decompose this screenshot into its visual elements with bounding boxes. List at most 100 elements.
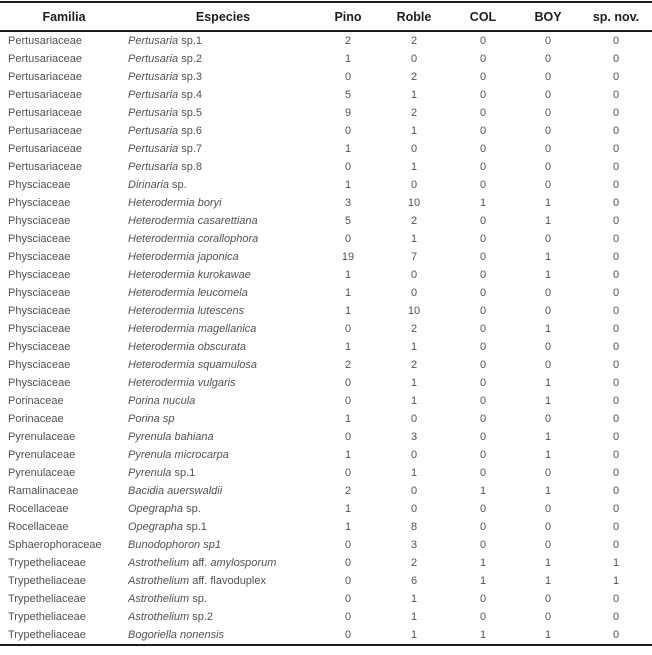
especies-cell: Pertusaria sp.3 xyxy=(128,68,318,86)
table-row: Pertusariaceae Pertusaria sp.6 0 1 0 0 0 xyxy=(0,122,652,140)
spnov-count-cell: 0 xyxy=(612,251,620,263)
especies-cell: Heterodermia magellanica xyxy=(128,320,318,338)
species-name-italic: Heterodermia corallophora xyxy=(128,233,259,245)
species-name-italic: Astrothelium xyxy=(128,557,190,569)
species-qualifier: sp.4 xyxy=(178,89,202,101)
pino-count-cell: 0 xyxy=(344,611,352,623)
spnov-count-cell: 0 xyxy=(612,71,620,83)
spnov-count-cell: 0 xyxy=(612,539,620,551)
pino-count-cell: 0 xyxy=(344,467,352,479)
roble-count-cell: 0 xyxy=(410,287,418,299)
table-row: Pertusariaceae Pertusaria sp.1 2 2 0 0 0 xyxy=(0,31,652,50)
col-count-cell: 0 xyxy=(479,377,487,389)
especies-cell: Heterodermia boryi xyxy=(128,194,318,212)
species-qualifier: sp.7 xyxy=(178,143,202,155)
roble-count-cell: 0 xyxy=(410,269,418,281)
pino-count-cell: 0 xyxy=(344,71,352,83)
especies-cell: Pertusaria sp.1 xyxy=(128,31,318,50)
species-name-italic: Pyrenula xyxy=(128,467,172,479)
col-count-cell: 0 xyxy=(479,125,487,137)
pino-count-cell: 0 xyxy=(344,125,352,137)
boy-count-cell: 1 xyxy=(544,395,552,407)
col-count-cell: 1 xyxy=(479,629,487,641)
table-row: Trypetheliaceae Astrothelium sp. 0 1 0 0 0 xyxy=(0,590,652,608)
spnov-count-cell: 0 xyxy=(612,629,620,641)
especies-cell: Dirinaria sp. xyxy=(128,176,318,194)
species-qualifier: sp. xyxy=(189,593,207,605)
pino-count-cell: 1 xyxy=(344,143,352,155)
spnov-count-cell: 0 xyxy=(612,341,620,353)
species-name-italic: Pertusaria xyxy=(128,89,179,101)
roble-count-cell: 2 xyxy=(410,35,418,47)
boy-count-cell: 0 xyxy=(544,539,552,551)
roble-count-cell: 10 xyxy=(407,197,421,209)
spnov-count-cell: 0 xyxy=(612,161,620,173)
familia-cell: Trypetheliaceae xyxy=(8,557,86,569)
boy-count-cell: 1 xyxy=(544,485,552,497)
roble-count-cell: 0 xyxy=(410,503,418,515)
species-name-italic: Pertusaria xyxy=(128,35,179,47)
roble-count-cell: 0 xyxy=(410,485,418,497)
species-name-italic: Astrothelium xyxy=(128,575,190,587)
col-count-cell: 0 xyxy=(479,251,487,263)
pino-count-cell: 1 xyxy=(344,341,352,353)
table-row: Pertusariaceae Pertusaria sp.2 1 0 0 0 0 xyxy=(0,50,652,68)
especies-cell: Bogoriella nonensis xyxy=(128,626,318,645)
boy-count-cell: 1 xyxy=(544,557,552,569)
table-row: Physciaceae Heterodermia leucomela 1 0 0 0 0 xyxy=(0,284,652,302)
roble-count-cell: 0 xyxy=(410,413,418,425)
column-header-col: COL xyxy=(450,1,516,32)
boy-count-cell: 0 xyxy=(544,35,552,47)
familia-cell: Rocellaceae xyxy=(8,503,69,515)
col-count-cell: 0 xyxy=(479,593,487,605)
species-qualifier: sp.1 xyxy=(183,521,207,533)
species-qualifier: aff. xyxy=(189,557,211,569)
especies-cell: Bunodophoron sp1 xyxy=(128,536,318,554)
familia-cell: Pertusariaceae xyxy=(8,35,82,47)
spnov-count-cell: 0 xyxy=(612,323,620,335)
col-count-cell: 0 xyxy=(479,107,487,119)
familia-cell: Physciaceae xyxy=(8,341,71,353)
table-row: Pertusariaceae Pertusaria sp.8 0 1 0 0 0 xyxy=(0,158,652,176)
especies-cell: Astrothelium aff. flavoduplex xyxy=(128,572,318,590)
especies-cell: Heterodermia vulgaris xyxy=(128,374,318,392)
spnov-count-cell: 0 xyxy=(612,377,620,389)
species-name-italic: Pertusaria xyxy=(128,161,179,173)
familia-cell: Sphaerophoraceae xyxy=(8,539,102,551)
roble-count-cell: 2 xyxy=(410,71,418,83)
boy-count-cell: 0 xyxy=(544,305,552,317)
table-row: Trypetheliaceae Astrothelium aff. amylosp… xyxy=(0,554,652,572)
roble-count-cell: 7 xyxy=(410,251,418,263)
especies-cell: Pertusaria sp.4 xyxy=(128,86,318,104)
familia-cell: Porinaceae xyxy=(8,413,64,425)
familia-cell: Pertusariaceae xyxy=(8,125,82,137)
col-count-cell: 0 xyxy=(479,287,487,299)
pino-count-cell: 3 xyxy=(344,197,352,209)
boy-count-cell: 1 xyxy=(544,629,552,641)
spnov-count-cell: 0 xyxy=(612,53,620,65)
species-name-italic: Astrothelium xyxy=(128,611,190,623)
especies-cell: Pyrenula sp.1 xyxy=(128,464,318,482)
roble-count-cell: 2 xyxy=(410,359,418,371)
species-name-italic: Bogoriella nonensis xyxy=(128,629,225,641)
familia-cell: Ramalinaceae xyxy=(8,485,79,497)
especies-cell: Heterodermia casarettiana xyxy=(128,212,318,230)
table-row: Pyrenulaceae Pyrenula bahiana 0 3 0 1 0 xyxy=(0,428,652,446)
col-count-cell: 1 xyxy=(479,485,487,497)
roble-count-cell: 0 xyxy=(410,143,418,155)
spnov-count-cell: 0 xyxy=(612,179,620,191)
especies-cell: Heterodermia leucomela xyxy=(128,284,318,302)
pino-count-cell: 1 xyxy=(344,179,352,191)
familia-cell: Porinaceae xyxy=(8,395,64,407)
species-name-italic: Porina nucula xyxy=(128,395,196,407)
boy-count-cell: 0 xyxy=(544,593,552,605)
especies-cell: Astrothelium aff. amylosporum xyxy=(128,554,318,572)
familia-cell: Physciaceae xyxy=(8,269,71,281)
table-row: Physciaceae Heterodermia corallophora 0 1 0 0… xyxy=(0,230,652,248)
familia-cell: Physciaceae xyxy=(8,287,71,299)
especies-cell: Heterodermia corallophora xyxy=(128,230,318,248)
roble-count-cell: 1 xyxy=(410,161,418,173)
pino-count-cell: 0 xyxy=(344,629,352,641)
species-name-italic: Pyrenula bahiana xyxy=(128,431,214,443)
roble-count-cell: 1 xyxy=(410,467,418,479)
